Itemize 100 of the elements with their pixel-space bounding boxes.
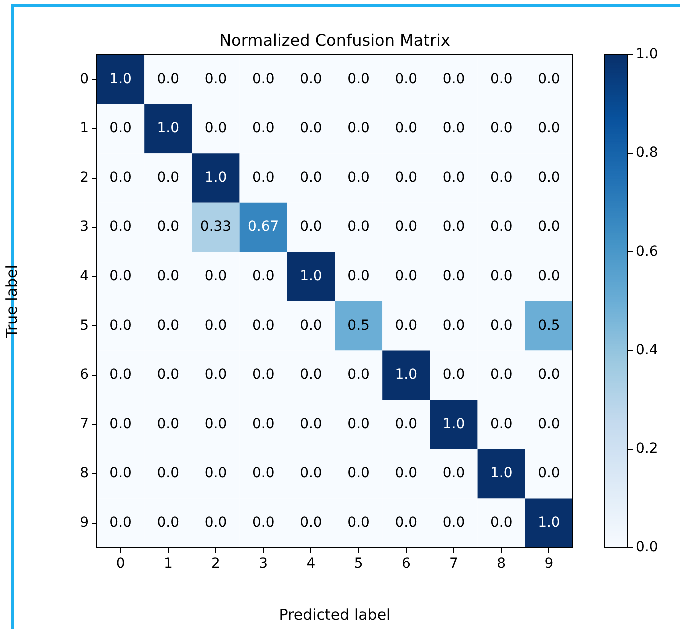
- x-tick-label: 7: [450, 556, 458, 572]
- data-label: 0.0: [110, 514, 132, 531]
- data-label: 0.0: [442, 268, 466, 284]
- data-label: 0.0: [538, 367, 560, 384]
- data-label: 0.0: [252, 71, 275, 88]
- y-tick-label: 7: [80, 416, 89, 432]
- data-label: 0.0: [538, 416, 560, 432]
- color-bar-label: 0.8: [636, 145, 658, 162]
- data-label: 0.0: [442, 466, 466, 482]
- x-tick-label: 0: [116, 556, 126, 572]
- data-label: 0.0: [300, 318, 322, 334]
- y-tick-label: 6: [80, 367, 90, 384]
- data-label: 0.0: [110, 268, 132, 284]
- y-axis-title: True label: [2, 265, 21, 339]
- y-tick-label: 0: [80, 71, 89, 88]
- data-label: 0.0: [348, 170, 370, 186]
- data-label: 0.0: [157, 71, 180, 88]
- data-label: 0.0: [490, 219, 513, 236]
- y-tick-label: 1: [80, 120, 89, 137]
- data-label: 0.0: [252, 416, 275, 432]
- data-label: 0.0: [395, 219, 418, 236]
- data-label: 1.0: [300, 268, 322, 284]
- data-label: 0.0: [157, 268, 180, 284]
- data-label: 0.0: [157, 416, 180, 432]
- y-tick-label: 9: [80, 514, 89, 531]
- data-label: 0.0: [538, 120, 560, 137]
- color-bar-label: 0.4: [636, 342, 658, 358]
- x-tick-label: 4: [306, 556, 316, 572]
- data-label: 0.0: [490, 367, 513, 384]
- y-tick-label: 2: [80, 170, 89, 186]
- x-tick-label: 3: [259, 556, 268, 572]
- data-label: 0.0: [395, 416, 418, 432]
- data-label: 0.0: [348, 268, 370, 284]
- data-label: 0.0: [252, 466, 275, 482]
- data-label: 0.0: [395, 268, 418, 284]
- data-label: 0.0: [395, 120, 418, 137]
- data-label: 0.5: [538, 318, 560, 334]
- data-label: 0.0: [442, 318, 466, 334]
- color-bar-label: 1.0: [636, 46, 658, 63]
- data-label: 0.0: [490, 416, 513, 432]
- data-label: 0.0: [204, 318, 228, 334]
- data-label: 1.0: [490, 466, 513, 482]
- color-bar-label: 0.6: [636, 244, 658, 260]
- data-label: 0.0: [490, 170, 513, 186]
- data-label: 0.0: [300, 71, 322, 88]
- data-label: 0.0: [395, 170, 418, 186]
- data-label: 0.0: [490, 268, 513, 284]
- data-label: 0.0: [442, 219, 466, 236]
- color-bar-label: 0.0: [636, 540, 658, 556]
- data-label: 0.0: [348, 219, 370, 236]
- data-label: 0.0: [157, 170, 180, 186]
- data-label: 0.0: [252, 120, 275, 137]
- data-label: 0.0: [348, 120, 370, 137]
- y-tick-label: 8: [80, 466, 89, 482]
- data-label: 0.0: [110, 170, 132, 186]
- data-label: 0.0: [204, 268, 228, 284]
- data-label: 0.0: [300, 120, 322, 137]
- data-label: 0.0: [252, 367, 275, 384]
- color-bar-label: 0.2: [636, 441, 658, 458]
- data-label: 1.0: [395, 367, 418, 384]
- data-label: 0.0: [538, 268, 560, 284]
- data-label: 0.0: [300, 367, 322, 384]
- data-label: 0.0: [157, 514, 180, 531]
- data-label: 0.0: [300, 416, 322, 432]
- data-label: 0.33: [200, 219, 232, 236]
- data-label: 1.0: [204, 170, 228, 186]
- data-label: 0.0: [300, 466, 322, 482]
- data-label: 0.0: [490, 514, 513, 531]
- data-label: 0.0: [442, 120, 466, 137]
- data-label: 0.0: [300, 170, 322, 186]
- chart-title: Normalized Confusion Matrix: [220, 31, 450, 50]
- data-label: 0.0: [442, 367, 466, 384]
- data-label: 0.0: [204, 514, 228, 531]
- data-label: 0.0: [252, 514, 275, 531]
- data-label: 0.0: [204, 120, 228, 137]
- data-label: 0.0: [204, 466, 228, 482]
- x-axis-title: Predicted label: [279, 606, 391, 624]
- data-label: 0.0: [538, 170, 560, 186]
- data-label: 0.0: [442, 170, 466, 186]
- data-label: 0.0: [252, 318, 275, 334]
- data-label: 0.0: [538, 219, 560, 236]
- data-label: 0.0: [538, 71, 560, 88]
- data-label: 0.0: [110, 416, 132, 432]
- data-label: 1.0: [110, 71, 132, 88]
- data-label: 0.0: [490, 71, 513, 88]
- data-label: 0.67: [248, 219, 280, 236]
- y-tick-label: 3: [80, 219, 89, 236]
- data-label: 0.0: [395, 318, 418, 334]
- data-label: 0.0: [395, 71, 418, 88]
- data-label: 0.0: [252, 268, 275, 284]
- data-label: 0.0: [252, 170, 275, 186]
- data-label: 0.0: [442, 514, 466, 531]
- data-label: 0.0: [490, 120, 513, 137]
- data-label: 0.0: [204, 367, 228, 384]
- data-label: 0.0: [348, 71, 370, 88]
- x-tick-label: 9: [544, 556, 554, 572]
- data-label: 0.0: [157, 367, 180, 384]
- data-label: 0.0: [348, 466, 370, 482]
- data-label: 0.0: [110, 318, 132, 334]
- data-label: 0.0: [348, 514, 370, 531]
